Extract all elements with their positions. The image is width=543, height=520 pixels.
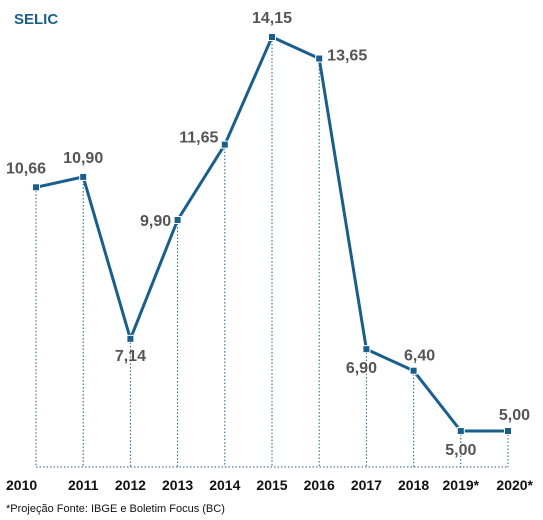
data-label: 10,90 (63, 150, 103, 167)
drop-lines (35, 37, 509, 467)
data-label: 11,65 (179, 130, 218, 147)
data-label: 13,65 (327, 48, 367, 65)
data-label: 5,00 (445, 442, 476, 459)
data-point (79, 172, 88, 181)
x-tick-label: 2011 (68, 477, 99, 493)
data-label: 5,00 (499, 407, 530, 424)
x-tick-label: 2016 (304, 477, 335, 493)
data-label: 10,66 (6, 160, 46, 177)
data-point (220, 140, 229, 149)
data-point (173, 216, 182, 225)
data-point (409, 366, 418, 375)
data-labels: 10,66 10,90 7,14 9,90 11,65 14,15 13,65 6,90 6,4… (6, 10, 530, 459)
data-point (268, 33, 276, 41)
x-tick-label: 2018 (398, 477, 429, 493)
data-label: 9,90 (140, 213, 171, 230)
x-tick-label: 2012 (115, 477, 146, 493)
x-tick-label: 2010 (6, 477, 37, 493)
data-point (32, 183, 40, 192)
data-point (315, 54, 324, 63)
x-tick-labels: 2010 2011 2012 2013 2014 2015 2016 2017 2018 2019… (6, 477, 534, 493)
x-tick-label: 2017 (351, 477, 382, 493)
data-label: 6,90 (346, 360, 377, 377)
x-tick-label: 2013 (162, 477, 193, 493)
x-tick-label: 2019* (443, 477, 480, 493)
data-label: 7,14 (115, 348, 146, 365)
data-label: 6,40 (404, 348, 435, 365)
x-tick-label: 2020* (496, 477, 533, 493)
footnote: *Projeção Fonte: IBGE e Boletim Focus (B… (6, 503, 225, 515)
chart-title: SELIC (14, 11, 58, 28)
x-tick-label: 2015 (256, 477, 287, 493)
data-point (456, 427, 465, 435)
data-point-markers (32, 33, 512, 435)
data-point (362, 345, 371, 354)
data-label: 14,15 (252, 10, 292, 27)
data-point (126, 334, 135, 343)
x-tick-label: 2014 (209, 477, 240, 493)
data-point (504, 427, 512, 435)
